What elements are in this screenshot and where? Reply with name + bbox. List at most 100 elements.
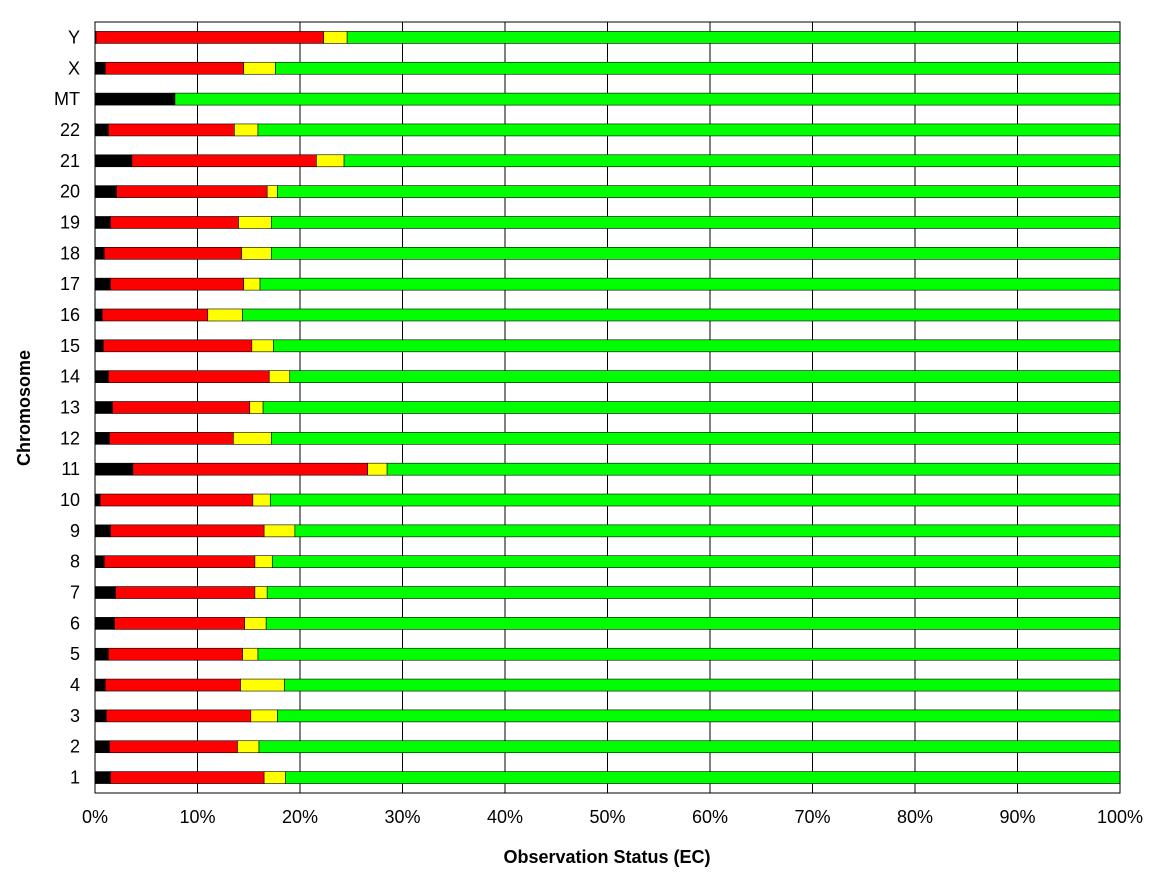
bar-segment — [316, 154, 345, 168]
y-tick-label: 9 — [70, 521, 80, 541]
bar-segment — [240, 678, 285, 692]
bar-segment — [94, 401, 113, 414]
bar-segment — [263, 524, 296, 538]
bar-segment — [233, 432, 272, 445]
bar-segment — [242, 308, 1121, 322]
bar-segment — [257, 647, 1121, 661]
y-tick-label: 16 — [60, 305, 80, 325]
y-tick-label: 3 — [70, 706, 80, 726]
bar-segment — [131, 154, 317, 168]
bar-segment — [346, 31, 1121, 44]
bar-segment — [110, 277, 244, 291]
y-tick-label: 17 — [60, 274, 80, 294]
x-tick-label: 50% — [589, 807, 625, 827]
x-tick-label: 100% — [1097, 807, 1143, 827]
bar-segment — [94, 709, 107, 723]
bar-segment — [242, 647, 259, 661]
bar-segment — [269, 493, 1121, 507]
y-tick-label: 2 — [70, 737, 80, 757]
bar-segment — [94, 247, 105, 260]
bar-segment — [259, 277, 1121, 291]
y-axis-title: Chromosome — [14, 350, 34, 466]
x-tick-label: 40% — [487, 807, 523, 827]
bar-segment — [262, 401, 1121, 414]
bar-segment — [94, 493, 101, 507]
bar-segment — [94, 555, 105, 569]
y-tick-label: 4 — [70, 675, 80, 695]
bar-segment — [94, 678, 106, 692]
bar-segment — [250, 709, 278, 723]
y-tick-label: 8 — [70, 552, 80, 572]
bar-segment — [94, 740, 110, 754]
bar-segment — [277, 185, 1121, 198]
bar-segment — [94, 185, 117, 198]
bar-segment — [99, 493, 254, 507]
bar-segment — [94, 647, 109, 661]
y-tick-label: 22 — [60, 120, 80, 140]
y-tick-label: 19 — [60, 212, 80, 232]
bar-segment — [105, 709, 252, 723]
y-tick-label: 5 — [70, 644, 80, 664]
bar-segment — [94, 339, 104, 353]
y-tick-label: 11 — [61, 459, 80, 479]
y-tick-label: 12 — [60, 428, 80, 448]
bar-segment — [101, 308, 209, 322]
bar-segment — [109, 432, 234, 445]
x-tick-label: 10% — [179, 807, 215, 827]
bar-segment — [367, 462, 388, 476]
y-tick-label: 14 — [60, 367, 80, 387]
bar-segment — [116, 185, 268, 198]
bar-segment — [207, 308, 243, 322]
bar-segment — [284, 678, 1121, 692]
bar-segment — [94, 617, 115, 630]
bar-segment — [294, 524, 1121, 538]
bar-segment — [102, 339, 253, 353]
bar-segment — [289, 370, 1121, 383]
bar-segment — [257, 123, 1121, 137]
bar-segment — [254, 586, 268, 599]
y-tick-label: 15 — [60, 336, 80, 356]
bar-segment — [277, 709, 1121, 723]
bar-segment — [94, 370, 109, 383]
y-tick-label: 7 — [70, 583, 80, 603]
x-tick-label: 60% — [692, 807, 728, 827]
bar-segment — [110, 771, 265, 784]
bar-segment — [109, 740, 238, 754]
bar-segment — [94, 123, 109, 137]
bar-segment — [94, 154, 133, 168]
bar-segment — [108, 123, 235, 137]
bar-segment — [174, 92, 1121, 106]
bar-segment — [237, 740, 260, 754]
bar-segment — [94, 586, 116, 599]
bar-segment — [266, 185, 278, 198]
bar-segment — [272, 555, 1121, 569]
bar-segment — [94, 524, 111, 538]
bar-segment — [94, 771, 111, 784]
x-tick-label: 80% — [897, 807, 933, 827]
x-tick-label: 30% — [384, 807, 420, 827]
bar-segment — [94, 462, 134, 476]
bar-segment — [94, 216, 111, 229]
bar-segment — [270, 432, 1121, 445]
bar-segment — [273, 339, 1121, 353]
bar-segment — [323, 31, 348, 44]
x-axis-title: Observation Status (EC) — [503, 847, 710, 867]
bar-segment — [95, 31, 324, 44]
y-tick-label: 6 — [70, 613, 80, 633]
bar-segment — [104, 678, 241, 692]
bar-segment — [254, 555, 273, 569]
bar-segment — [115, 586, 256, 599]
bar-segment — [275, 61, 1121, 75]
y-tick-label: 18 — [60, 243, 80, 263]
x-tick-labels: 0% 10% 20% 30% 40% 50% 60% 70% 80% 90% 100% — [82, 807, 1143, 827]
y-tick-label: MT — [54, 89, 80, 109]
bar-segment — [103, 247, 242, 260]
bar-segment — [285, 771, 1121, 784]
bar-segment — [343, 154, 1121, 168]
x-tick-label: 90% — [999, 807, 1035, 827]
bar-segment — [386, 462, 1121, 476]
bar-segment — [112, 401, 251, 414]
bar-segment — [110, 524, 265, 538]
bar-segment — [263, 771, 286, 784]
